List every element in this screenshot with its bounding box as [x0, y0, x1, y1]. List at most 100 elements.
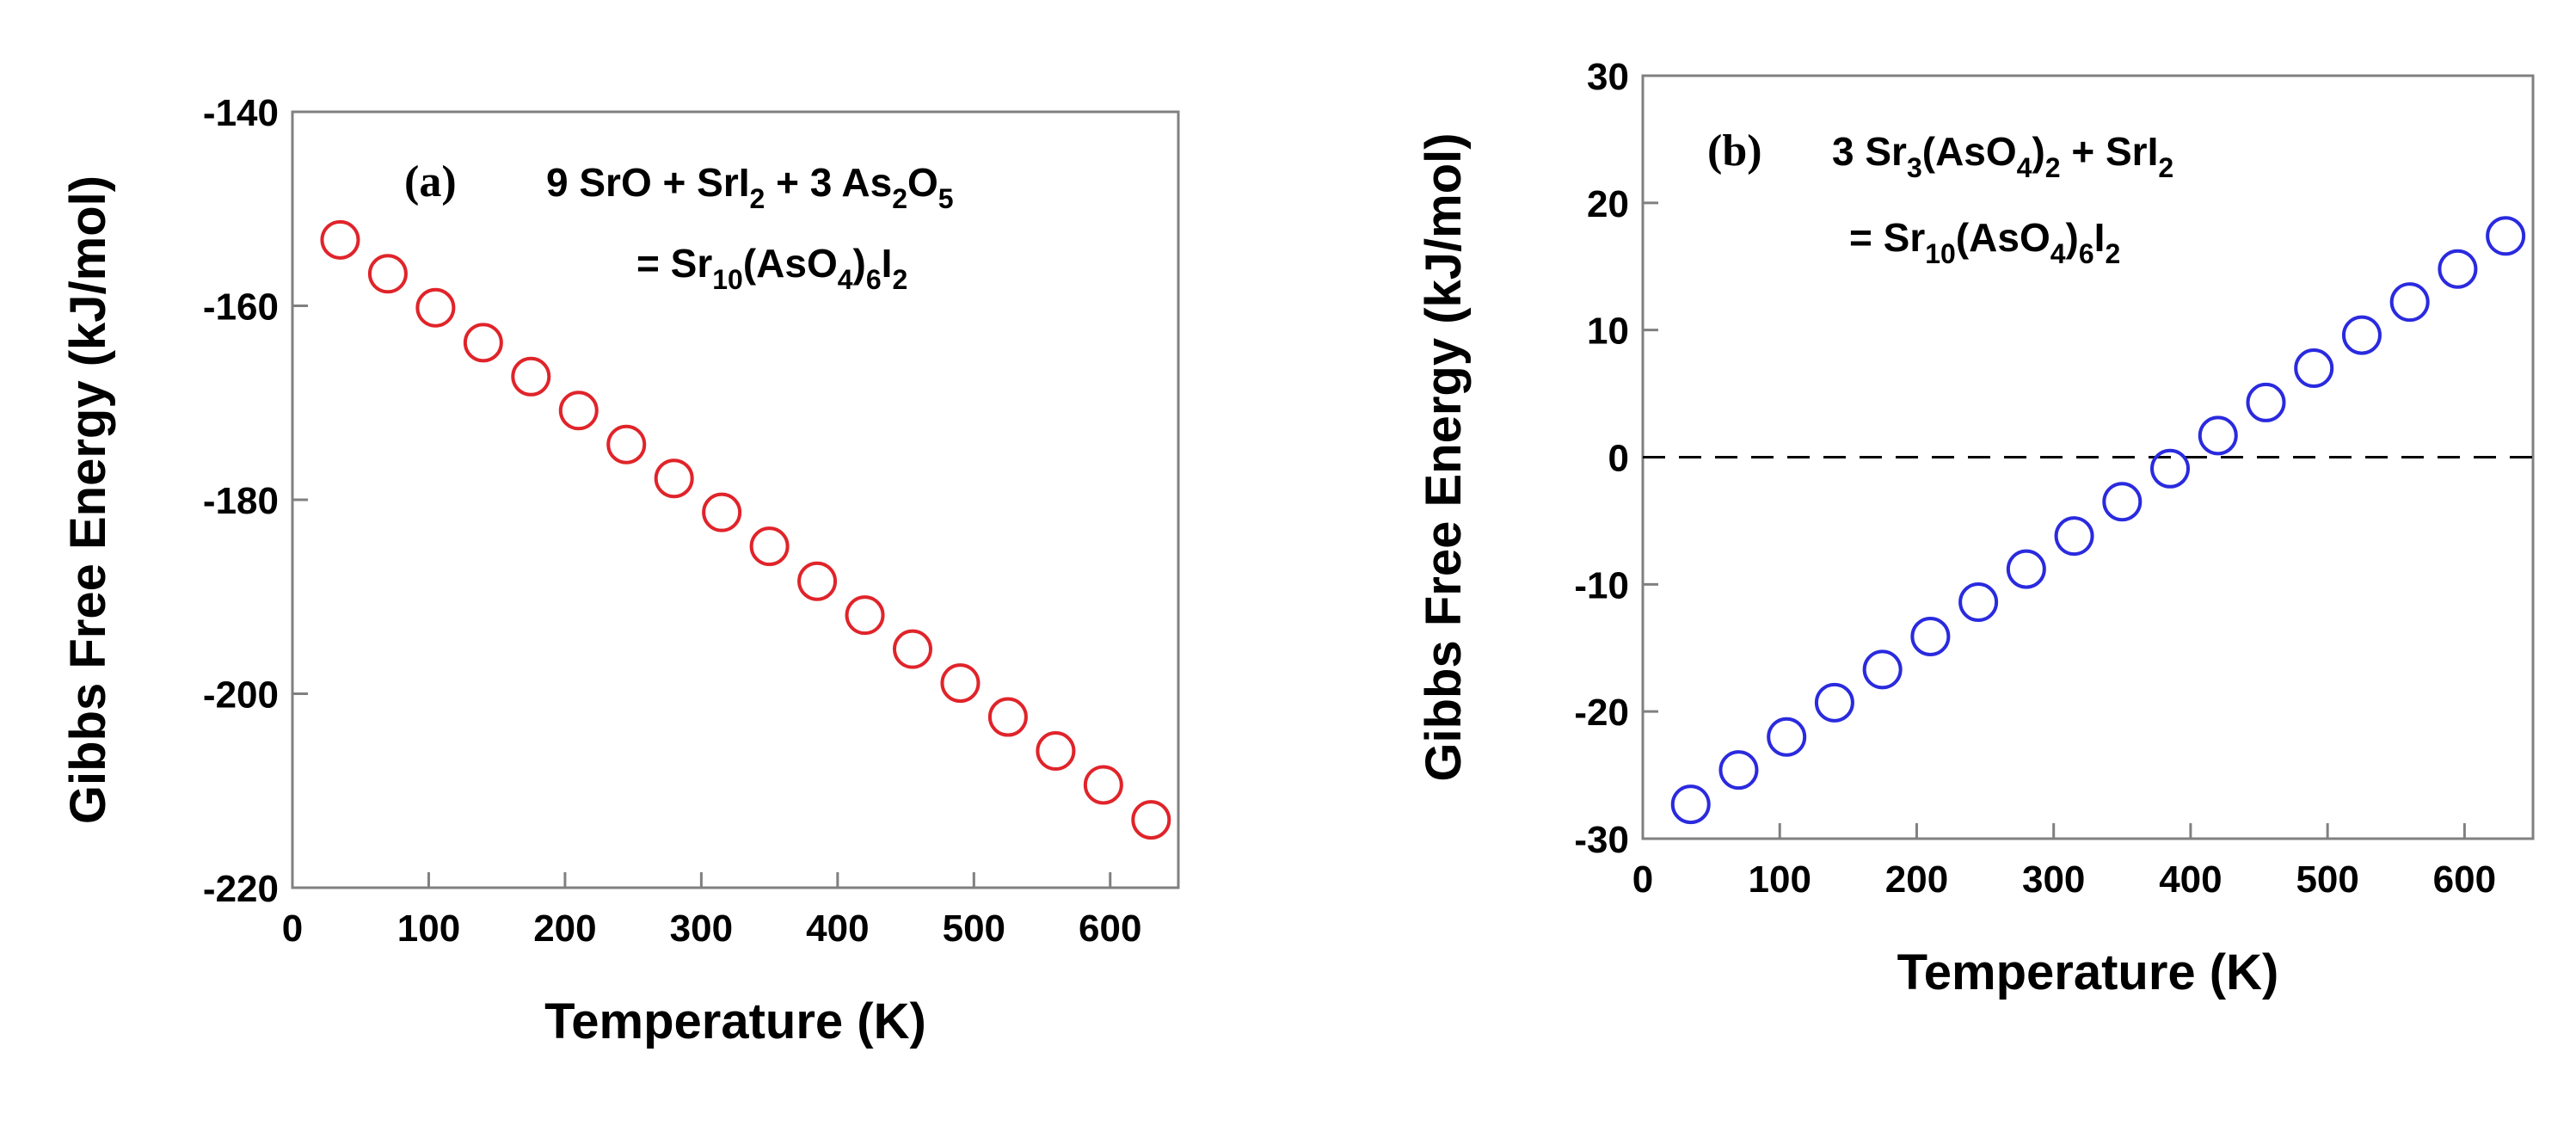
reaction-equation-line1: 9 SrO + SrI2 + 3 As2O5: [546, 160, 954, 214]
data-point: [2438, 249, 2478, 289]
data-point: [1862, 649, 1903, 690]
reaction-equation-line1-part: ): [2032, 129, 2044, 174]
data-point: [511, 356, 551, 397]
data-point: [2294, 348, 2334, 389]
reaction-equation-line2-part: I: [2094, 215, 2106, 260]
reaction-equation-line1-part: O: [907, 160, 938, 205]
reaction-equation-line1-part: 3 Sr: [1832, 129, 1907, 174]
y-tick-label: -20: [1574, 692, 1629, 734]
y-tick-label: -140: [203, 92, 279, 134]
data-point: [606, 424, 647, 464]
reaction-equation-line1-part: 5: [938, 183, 954, 214]
reaction-equation-line2-part: (AsO: [743, 241, 838, 286]
reaction-equation-line2-part: 4: [2050, 238, 2066, 269]
data-point: [2150, 448, 2191, 489]
data-point: [320, 219, 360, 260]
x-tick-label: 500: [943, 907, 1005, 950]
reaction-equation-line1-part: 2: [750, 183, 765, 214]
reaction-equation-line1-part: (AsO: [1922, 129, 2017, 174]
data-point: [2246, 382, 2286, 422]
x-axis-title: Temperature (K): [1897, 944, 2279, 1000]
reaction-equation-line2-part: 2: [2105, 238, 2120, 269]
chart-panel-a: -220 -200 -180 -160 -140 0 100 200 300 400 500 600 T…: [60, 92, 1180, 1049]
y-tick-label: 20: [1587, 183, 1629, 225]
data-point: [1083, 765, 1123, 805]
x-tick-label: 100: [397, 907, 460, 950]
data-point: [893, 629, 932, 669]
data-point: [2341, 315, 2382, 355]
y-axis-title: Gibbs Free Energy (kJ/mol): [60, 175, 116, 824]
y-tick-label: 30: [1587, 56, 1629, 98]
y-tick-label: -30: [1574, 819, 1629, 861]
x-tick-label: 200: [533, 907, 596, 950]
reaction-equation-line2-part: 4: [838, 264, 853, 295]
data-point: [1767, 717, 1807, 757]
data-point: [1910, 616, 1951, 656]
data-point: [2054, 516, 2094, 557]
data-point: [2486, 216, 2526, 256]
y-tick-label: -160: [203, 286, 279, 329]
x-axis-title: Temperature (K): [544, 994, 926, 1049]
reaction-equation-line1-part: 2: [2045, 152, 2061, 183]
x-tick-label: 400: [2159, 858, 2222, 901]
reaction-equation-line1-part: + SrI: [2061, 129, 2159, 174]
y-tick-label: 10: [1587, 311, 1629, 353]
reaction-equation-line2-part: 6: [2079, 238, 2094, 269]
y-tick-label: -220: [203, 868, 279, 910]
data-point: [845, 595, 885, 636]
x-tick-label: 0: [1632, 858, 1653, 901]
data-point: [702, 492, 742, 532]
data-point: [415, 287, 456, 328]
data-point: [2102, 482, 2143, 522]
y-axis-title: Gibbs Free Energy (kJ/mol): [1416, 132, 1472, 781]
x-tick-label: 600: [2433, 858, 2496, 901]
reaction-equation-line2: = Sr10(AsO4)6I2: [636, 241, 907, 295]
data-point: [2389, 282, 2430, 323]
reaction-equation-line2-part: I: [882, 241, 893, 286]
data-point: [749, 526, 790, 567]
reaction-equation-line1: 3 Sr3(AsO4)2 + SrI2: [1832, 129, 2173, 183]
data-point: [1958, 582, 1999, 623]
reaction-equation-line2-part: 6: [866, 264, 882, 295]
reaction-equation-line2-part: 10: [712, 264, 743, 295]
data-point: [1718, 750, 1759, 791]
reaction-equation-line2: = Sr10(AsO4)6I2: [1849, 215, 2120, 269]
reaction-equation-line1-part: 3: [1907, 152, 1922, 183]
data-point: [940, 663, 981, 704]
x-tick-label: 500: [2296, 858, 2358, 901]
data-point: [1036, 731, 1076, 772]
x-tick-label: 300: [670, 907, 733, 950]
data-point: [2006, 549, 2046, 589]
data-point: [367, 254, 408, 294]
reaction-equation-line1-part: 2: [2158, 152, 2173, 183]
reaction-equation-line2-part: = Sr: [636, 241, 712, 286]
reaction-equation-line2-part: (AsO: [1956, 215, 2050, 260]
data-point: [654, 458, 694, 499]
y-tick-label: -10: [1574, 564, 1629, 606]
x-tick-label: 0: [282, 907, 303, 950]
y-tick-label: -200: [203, 674, 279, 717]
data-point: [1814, 682, 1854, 723]
data-point: [987, 697, 1028, 737]
x-tick-label: 400: [806, 907, 869, 950]
reaction-equation-line1-part: 9 SrO + SrI: [546, 160, 750, 205]
data-point: [1131, 800, 1171, 840]
reaction-equation-line1-part: 4: [2017, 152, 2032, 183]
x-tick-label: 600: [1079, 907, 1141, 950]
reaction-equation-line1-part: 2: [892, 183, 907, 214]
reaction-equation-line2-part: = Sr: [1849, 215, 1925, 260]
x-tick-label: 200: [1885, 858, 1948, 901]
data-point: [463, 323, 503, 363]
panel-label: (a): [404, 157, 457, 206]
x-tick-label: 100: [1749, 858, 1811, 901]
data-point: [2198, 415, 2238, 456]
data-point: [1670, 784, 1711, 825]
reaction-equation-line2-part: 2: [892, 264, 907, 295]
reaction-equation-line1-part: + 3 As: [765, 160, 892, 205]
data-point: [797, 561, 838, 601]
y-tick-label: -180: [203, 480, 279, 522]
reaction-equation-line2-part: ): [2066, 215, 2079, 260]
panel-label: (b): [1707, 126, 1762, 175]
